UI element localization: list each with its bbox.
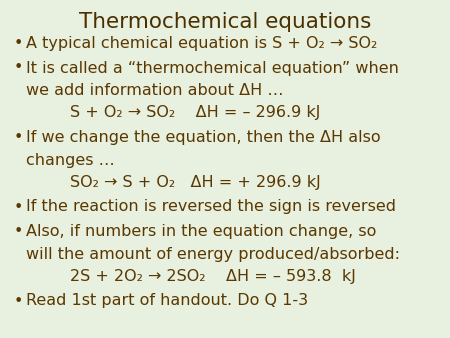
Text: It is called a “thermochemical equation” when: It is called a “thermochemical equation”… (26, 61, 399, 75)
Text: If we change the equation, then the ΔH also: If we change the equation, then the ΔH a… (26, 130, 381, 145)
Text: we add information about ΔH …: we add information about ΔH … (26, 83, 284, 98)
Text: •: • (14, 293, 23, 309)
Text: Also, if numbers in the equation change, so: Also, if numbers in the equation change,… (26, 224, 376, 239)
Text: SO₂ → S + O₂   ΔH = + 296.9 kJ: SO₂ → S + O₂ ΔH = + 296.9 kJ (70, 175, 321, 190)
Text: Thermochemical equations: Thermochemical equations (79, 12, 371, 32)
Text: will the amount of energy produced/absorbed:: will the amount of energy produced/absor… (26, 246, 400, 262)
Text: •: • (14, 224, 23, 239)
Text: S + O₂ → SO₂    ΔH = – 296.9 kJ: S + O₂ → SO₂ ΔH = – 296.9 kJ (70, 105, 320, 121)
Text: changes …: changes … (26, 152, 115, 168)
Text: A typical chemical equation is S + O₂ → SO₂: A typical chemical equation is S + O₂ → … (26, 36, 377, 51)
Text: •: • (14, 36, 23, 51)
Text: If the reaction is reversed the sign is reversed: If the reaction is reversed the sign is … (26, 199, 396, 215)
Text: Read 1st part of handout. Do Q 1-3: Read 1st part of handout. Do Q 1-3 (26, 293, 308, 309)
Text: •: • (14, 130, 23, 145)
Text: 2S + 2O₂ → 2SO₂    ΔH = – 593.8  kJ: 2S + 2O₂ → 2SO₂ ΔH = – 593.8 kJ (70, 269, 356, 284)
Text: •: • (14, 61, 23, 75)
Text: •: • (14, 199, 23, 215)
